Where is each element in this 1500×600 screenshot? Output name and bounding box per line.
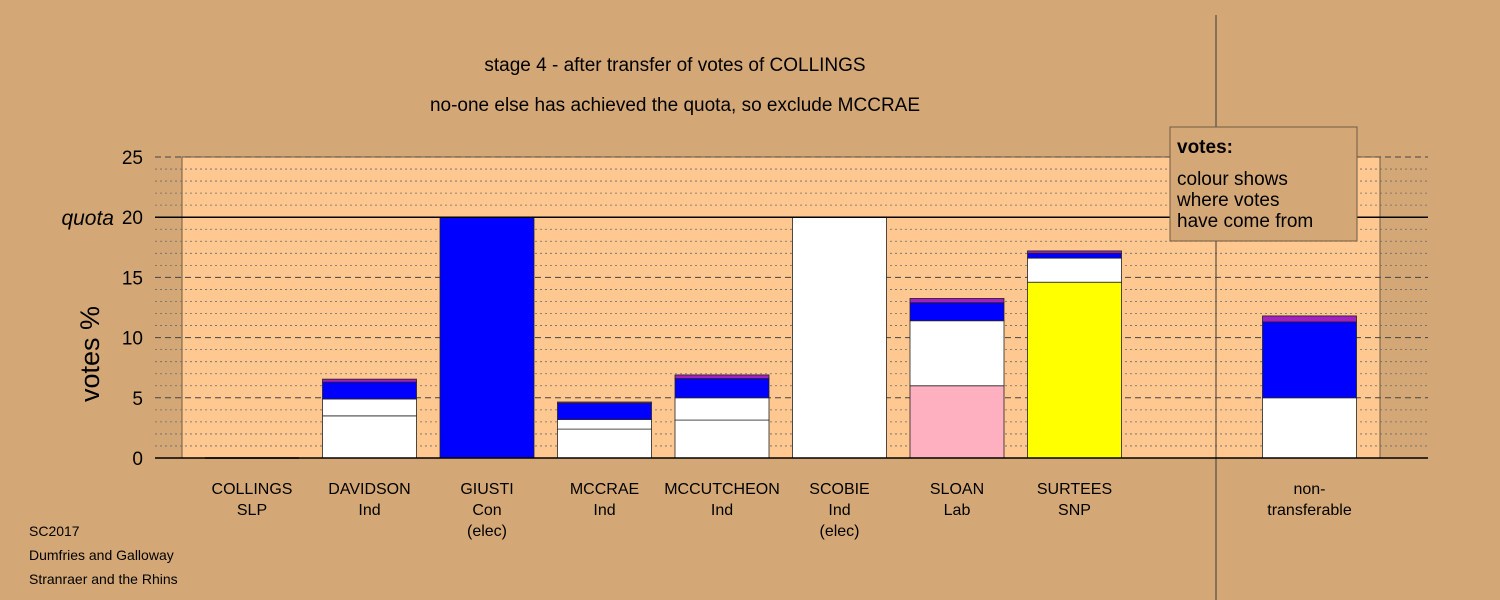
candidate-label: SURTEES: [1037, 481, 1112, 498]
bar-segment: [322, 398, 417, 417]
bar-segment: [792, 216, 887, 459]
bar-segment: [909, 320, 1005, 387]
candidate-label: SNP: [1058, 502, 1091, 519]
bar-segment: [674, 378, 770, 399]
bar-segment: [557, 419, 652, 430]
bar-segment: [322, 378, 417, 383]
candidate-label: (elec): [467, 523, 507, 540]
candidate-label: Ind: [593, 502, 615, 519]
bar-segment: [674, 374, 770, 379]
chart-subtitle: no-one else has achieved the quota, so e…: [430, 95, 920, 116]
bar-segment: [557, 402, 652, 420]
bar-segment: [322, 415, 417, 459]
candidate-label: MCCUTCHEON: [664, 481, 780, 498]
y-tick-label: 25: [122, 148, 143, 169]
bar-segment: [909, 298, 1005, 304]
candidate-label: GIUSTI: [460, 481, 513, 498]
candidate-label: (elec): [819, 523, 859, 540]
candidate-label: SLP: [237, 502, 267, 519]
candidate-label: Ind: [828, 502, 850, 519]
y-tick-label: 0: [132, 449, 143, 470]
y-tick-label: 15: [122, 268, 143, 289]
footer-election: SC2017: [29, 523, 80, 539]
bar-segment: [1027, 250, 1122, 254]
candidate-label: COLLINGS: [212, 481, 293, 498]
bar-segment: [557, 401, 652, 404]
candidate-label: transferable: [1267, 502, 1352, 519]
bar-segment: [1262, 321, 1357, 399]
y-tick-label: 5: [132, 389, 143, 410]
bar-segment: [439, 216, 535, 459]
quota-label: quota: [61, 207, 114, 230]
bar-segment: [1027, 252, 1122, 259]
candidate-label: MCCRAE: [570, 481, 639, 498]
footer-constituency: Stranraer and the Rhins: [29, 571, 178, 587]
bar-segment: [674, 419, 770, 459]
bar-segment: [1262, 397, 1357, 459]
bar-segment: [322, 381, 417, 400]
candidate-label: DAVIDSON: [328, 481, 410, 498]
y-axis-label: votes %: [75, 306, 105, 402]
candidate-label: Ind: [358, 502, 380, 519]
bar-segment: [1262, 315, 1357, 323]
bar-segment: [909, 385, 1005, 459]
y-axis-ticks: 0 5 10 15 20 25: [122, 148, 143, 470]
candidate-label: SLOAN: [930, 481, 984, 498]
candidate-label: Ind: [711, 502, 733, 519]
candidate-label: SCOBIE: [809, 481, 869, 498]
legend-title: votes:: [1177, 137, 1233, 158]
footer-region: Dumfries and Galloway: [29, 547, 174, 563]
candidate-label: Con: [472, 502, 501, 519]
candidate-labels: COLLINGS SLP DAVIDSON Ind GIUSTI Con (elec) MCC…: [212, 481, 1352, 540]
candidate-label: Lab: [944, 502, 971, 519]
bar-segment: [1027, 281, 1122, 459]
bar-segment: [557, 428, 652, 459]
legend-line-2: where votes: [1176, 190, 1279, 211]
y-tick-label: 10: [122, 329, 143, 350]
legend-line-3: have come from: [1177, 211, 1313, 232]
legend-box: votes: colour shows where votes have com…: [1169, 126, 1358, 242]
bar-segment: [674, 397, 770, 421]
bar-segment: [909, 302, 1005, 322]
bar-segment: [1027, 257, 1122, 283]
legend-line-1: colour shows: [1177, 169, 1288, 190]
y-tick-label: 20: [122, 208, 143, 229]
candidate-label: non-: [1293, 481, 1325, 498]
chart-title: stage 4 - after transfer of votes of COL…: [484, 55, 865, 76]
